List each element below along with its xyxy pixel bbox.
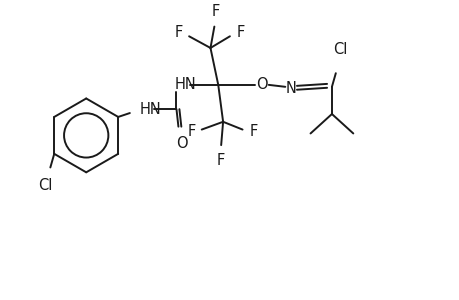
Text: F: F (249, 124, 257, 139)
Text: HN: HN (139, 102, 161, 117)
Text: Cl: Cl (333, 42, 347, 57)
Text: F: F (217, 153, 225, 168)
Text: F: F (236, 25, 245, 40)
Text: Cl: Cl (38, 178, 53, 193)
Text: O: O (256, 77, 267, 92)
Text: F: F (174, 25, 183, 40)
Text: F: F (187, 124, 196, 139)
Text: N: N (285, 81, 296, 96)
Text: HN: HN (174, 77, 196, 92)
Text: F: F (211, 4, 219, 19)
Text: O: O (176, 136, 188, 152)
